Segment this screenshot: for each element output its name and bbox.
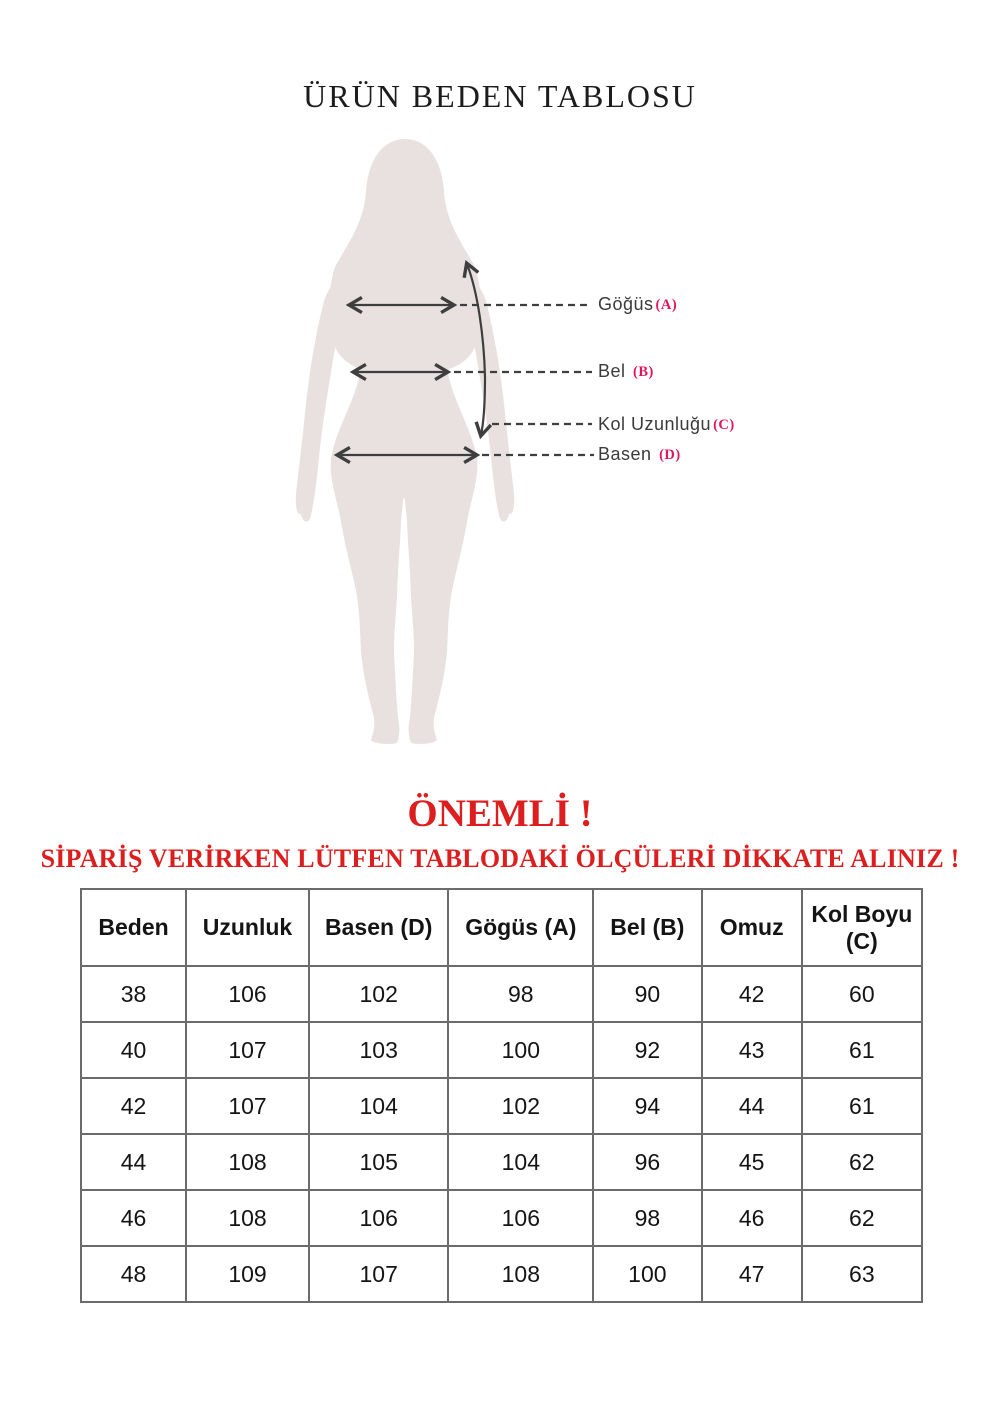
table-cell: 45 xyxy=(700,1133,803,1191)
table-row: 44 108 105 104 96 45 62 xyxy=(79,1133,924,1191)
label-waist: Bel (B) xyxy=(598,361,654,383)
table-cell: 107 xyxy=(185,1021,310,1079)
label-chest-letter: (A) xyxy=(655,297,678,313)
table-cell: 100 xyxy=(447,1021,595,1079)
table-cell: 60 xyxy=(800,965,924,1023)
table-cell: 46 xyxy=(700,1189,803,1247)
header-beden: Beden xyxy=(79,888,188,967)
table-cell: 42 xyxy=(700,965,803,1023)
table-cell: 98 xyxy=(447,965,595,1023)
table-cell: 38 xyxy=(79,965,188,1023)
order-warning-text: SİPARİŞ VERİRKEN LÜTFEN TABLODAKİ ÖLÇÜLE… xyxy=(40,844,960,873)
label-hip-text: Basen xyxy=(598,444,652,464)
table-row: 48 109 107 108 100 47 63 xyxy=(79,1245,924,1303)
table-cell: 104 xyxy=(307,1077,450,1135)
table-cell: 94 xyxy=(592,1077,703,1135)
header-gogus: Gögüs (A) xyxy=(447,888,595,967)
label-hip-letter: (D) xyxy=(659,447,681,463)
table-cell: 46 xyxy=(79,1189,188,1247)
table-cell: 108 xyxy=(447,1245,595,1303)
silhouette-right-arm xyxy=(450,263,515,522)
table-cell: 102 xyxy=(447,1077,595,1135)
body-measurement-diagram xyxy=(295,139,594,744)
header-basen: Basen (D) xyxy=(307,888,450,967)
table-cell: 40 xyxy=(79,1021,188,1079)
label-waist-letter: (B) xyxy=(633,364,654,380)
table-cell: 106 xyxy=(447,1189,595,1247)
size-table-body: 38 106 102 98 90 42 60 40 107 103 100 92 43 61 42 107 10… xyxy=(79,965,924,1303)
label-arm-length-letter: (C) xyxy=(713,417,735,433)
label-hip: Basen (D) xyxy=(598,444,681,466)
table-cell: 92 xyxy=(592,1021,703,1079)
important-heading: ÖNEMLİ ! xyxy=(407,792,593,835)
table-cell: 103 xyxy=(307,1021,450,1079)
table-cell: 42 xyxy=(79,1077,188,1135)
table-cell: 43 xyxy=(700,1021,803,1079)
table-cell: 98 xyxy=(592,1189,703,1247)
table-row: 46 108 106 106 98 46 62 xyxy=(79,1189,924,1247)
arm-length-arrow xyxy=(462,259,493,440)
table-cell: 62 xyxy=(800,1133,924,1191)
header-bel: Bel (B) xyxy=(592,888,703,967)
header-uzunluk: Uzunluk xyxy=(185,888,310,967)
header-omuz: Omuz xyxy=(700,888,803,967)
table-cell: 106 xyxy=(185,965,310,1023)
table-cell: 48 xyxy=(79,1245,188,1303)
table-cell: 61 xyxy=(800,1077,924,1135)
table-cell: 107 xyxy=(307,1245,450,1303)
table-cell: 102 xyxy=(307,965,450,1023)
label-arm-length: Kol Uzunluğu (C) xyxy=(598,414,735,436)
table-cell: 108 xyxy=(185,1189,310,1247)
table-cell: 100 xyxy=(592,1245,703,1303)
table-cell: 106 xyxy=(307,1189,450,1247)
table-row: 38 106 102 98 90 42 60 xyxy=(79,965,924,1023)
table-header-row: Beden Uzunluk Basen (D) Gögüs (A) Bel (B… xyxy=(79,888,924,967)
silhouette-left-arm xyxy=(295,263,360,522)
table-cell: 105 xyxy=(307,1133,450,1191)
table-cell: 107 xyxy=(185,1077,310,1135)
silhouette-torso-legs xyxy=(330,246,478,744)
header-kol-boyu: Kol Boyu (C) xyxy=(800,888,924,967)
label-chest-text: Göğüs xyxy=(598,294,654,314)
page-title: ÜRÜN BEDEN TABLOSU xyxy=(303,78,697,114)
table-cell: 108 xyxy=(185,1133,310,1191)
table-cell: 47 xyxy=(700,1245,803,1303)
size-table: Beden Uzunluk Basen (D) Gögüs (A) Bel (B… xyxy=(79,888,924,1303)
label-chest: Göğüs (A) xyxy=(598,294,677,316)
table-cell: 44 xyxy=(79,1133,188,1191)
table-cell: 63 xyxy=(800,1245,924,1303)
table-cell: 62 xyxy=(800,1189,924,1247)
table-cell: 104 xyxy=(447,1133,595,1191)
table-cell: 109 xyxy=(185,1245,310,1303)
table-cell: 61 xyxy=(800,1021,924,1079)
table-cell: 90 xyxy=(592,965,703,1023)
label-waist-text: Bel xyxy=(598,361,626,381)
table-row: 42 107 104 102 94 44 61 xyxy=(79,1077,924,1135)
table-cell: 96 xyxy=(592,1133,703,1191)
table-row: 40 107 103 100 92 43 61 xyxy=(79,1021,924,1079)
body-silhouette xyxy=(295,139,515,744)
table-cell: 44 xyxy=(700,1077,803,1135)
label-arm-length-text: Kol Uzunluğu xyxy=(598,414,712,434)
